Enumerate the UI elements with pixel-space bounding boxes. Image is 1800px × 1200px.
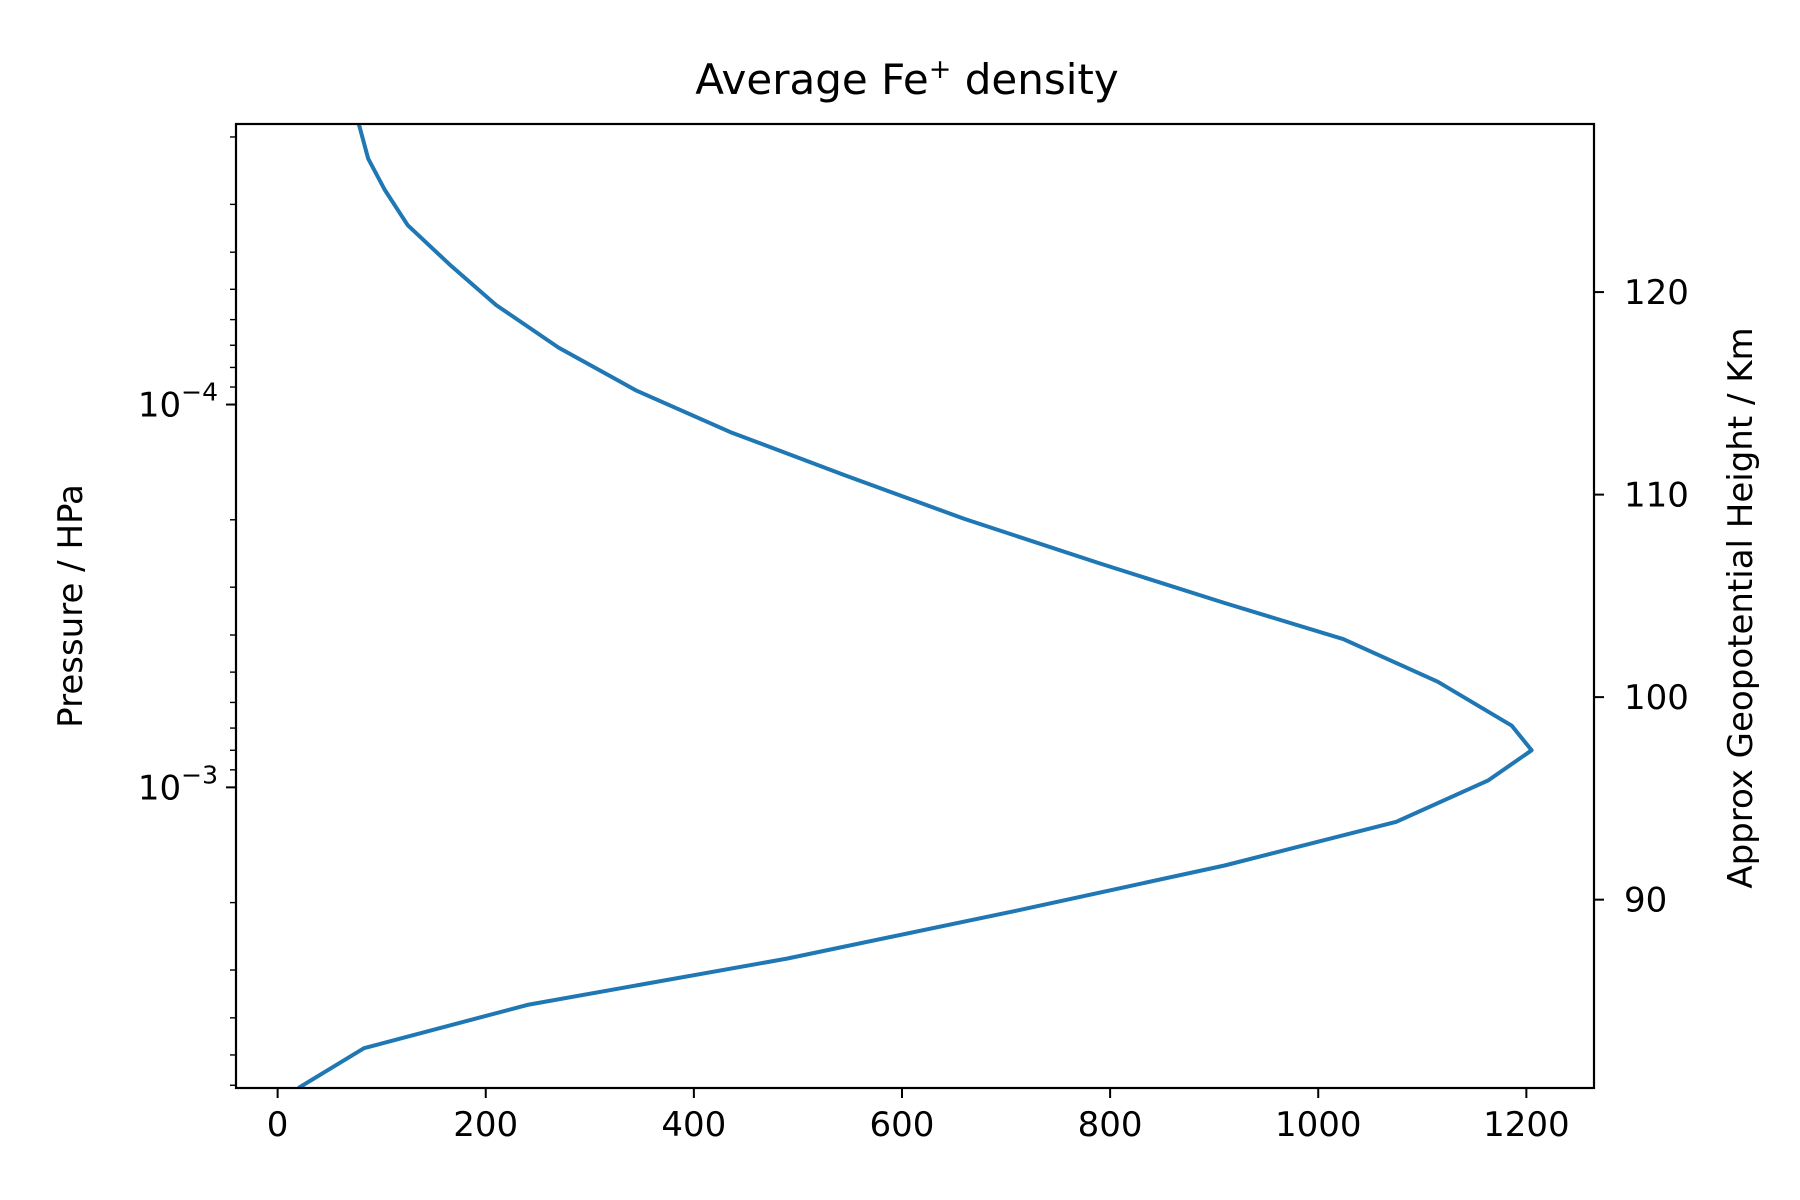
x-tick-label: 1200	[1483, 1105, 1570, 1145]
series-layer	[297, 124, 1534, 1088]
y2-tick-label: 110	[1624, 476, 1689, 516]
x-tick-label: 600	[870, 1105, 935, 1145]
y-axis-label: Pressure / HPa	[51, 484, 91, 728]
series-line	[297, 124, 1534, 1088]
x-tick-label: 800	[1078, 1105, 1143, 1145]
y2-tick-label: 100	[1624, 678, 1689, 718]
y2-axis-ticks: 90 100 110 120	[1594, 273, 1689, 921]
y-axis-ticks: 10−4 10−3	[138, 136, 236, 1086]
x-tick-label: 0	[267, 1105, 289, 1145]
plot-frame	[234, 122, 1596, 1090]
x-tick-label: 1000	[1275, 1105, 1362, 1145]
y2-tick-label: 120	[1624, 273, 1689, 313]
y2-axis-label: Approx Geopotential Height / Km	[1721, 327, 1761, 888]
y-tick-label: 10−4	[138, 378, 218, 426]
x-axis-ticks: 0 200 400 600 800 1000 1200	[267, 1088, 1570, 1145]
x-tick-label: 200	[453, 1105, 518, 1145]
x-tick-label: 400	[661, 1105, 726, 1145]
y-tick-label: 10−3	[138, 760, 218, 808]
y2-tick-label: 90	[1624, 881, 1667, 921]
chart-title: Average Fe+ density	[695, 54, 1119, 104]
